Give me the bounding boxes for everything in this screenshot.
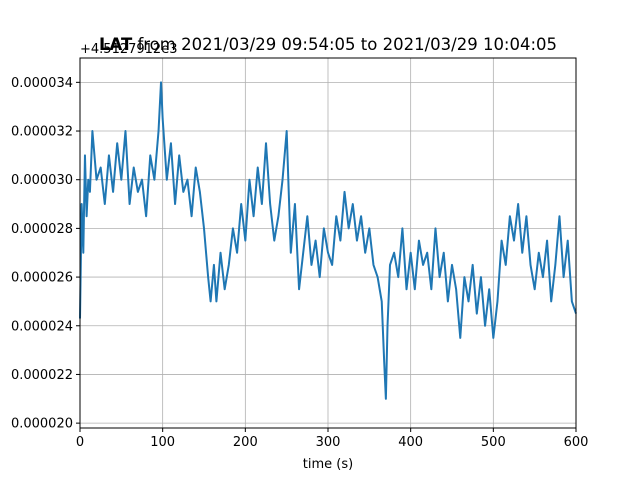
x-axis-label: time (s): [303, 457, 353, 472]
series-line: [79, 81, 577, 400]
y-axis: 0.000020 0.000022 0.000024 0.000026 0.000028…: [11, 76, 80, 432]
y-offset-label: +4.5127912e3: [80, 42, 177, 57]
y-tick-label: 0.000028: [11, 222, 73, 237]
x-tick-label: 500: [481, 435, 506, 450]
chart-title-bold: LAT: [99, 35, 133, 54]
series-layer: [79, 81, 577, 400]
y-tick-label: 0.000022: [11, 368, 73, 383]
y-tick-label: 0.000024: [11, 319, 73, 334]
chart-title-rest: from 2021/03/29 09:54:05 to 2021/03/29 1…: [132, 35, 557, 54]
x-tick-label: 400: [398, 435, 423, 450]
x-tick-label: 600: [564, 435, 589, 450]
x-tick-label: 0: [76, 435, 84, 450]
grid: [79, 58, 577, 428]
y-tick-label: 0.000032: [11, 125, 73, 140]
x-tick-label: 300: [316, 435, 341, 450]
x-axis: 0 100 200 300 400 500 600: [76, 428, 589, 450]
y-tick-label: 0.000030: [11, 173, 73, 188]
y-tick-label: 0.000034: [11, 76, 73, 91]
y-tick-label: 0.000026: [11, 271, 73, 286]
y-tick-label: 0.000020: [11, 417, 73, 432]
chart-title: LAT from 2021/03/29 09:54:05 to 2021/03/…: [99, 35, 557, 54]
x-tick-label: 200: [233, 435, 258, 450]
x-tick-label: 100: [150, 435, 175, 450]
